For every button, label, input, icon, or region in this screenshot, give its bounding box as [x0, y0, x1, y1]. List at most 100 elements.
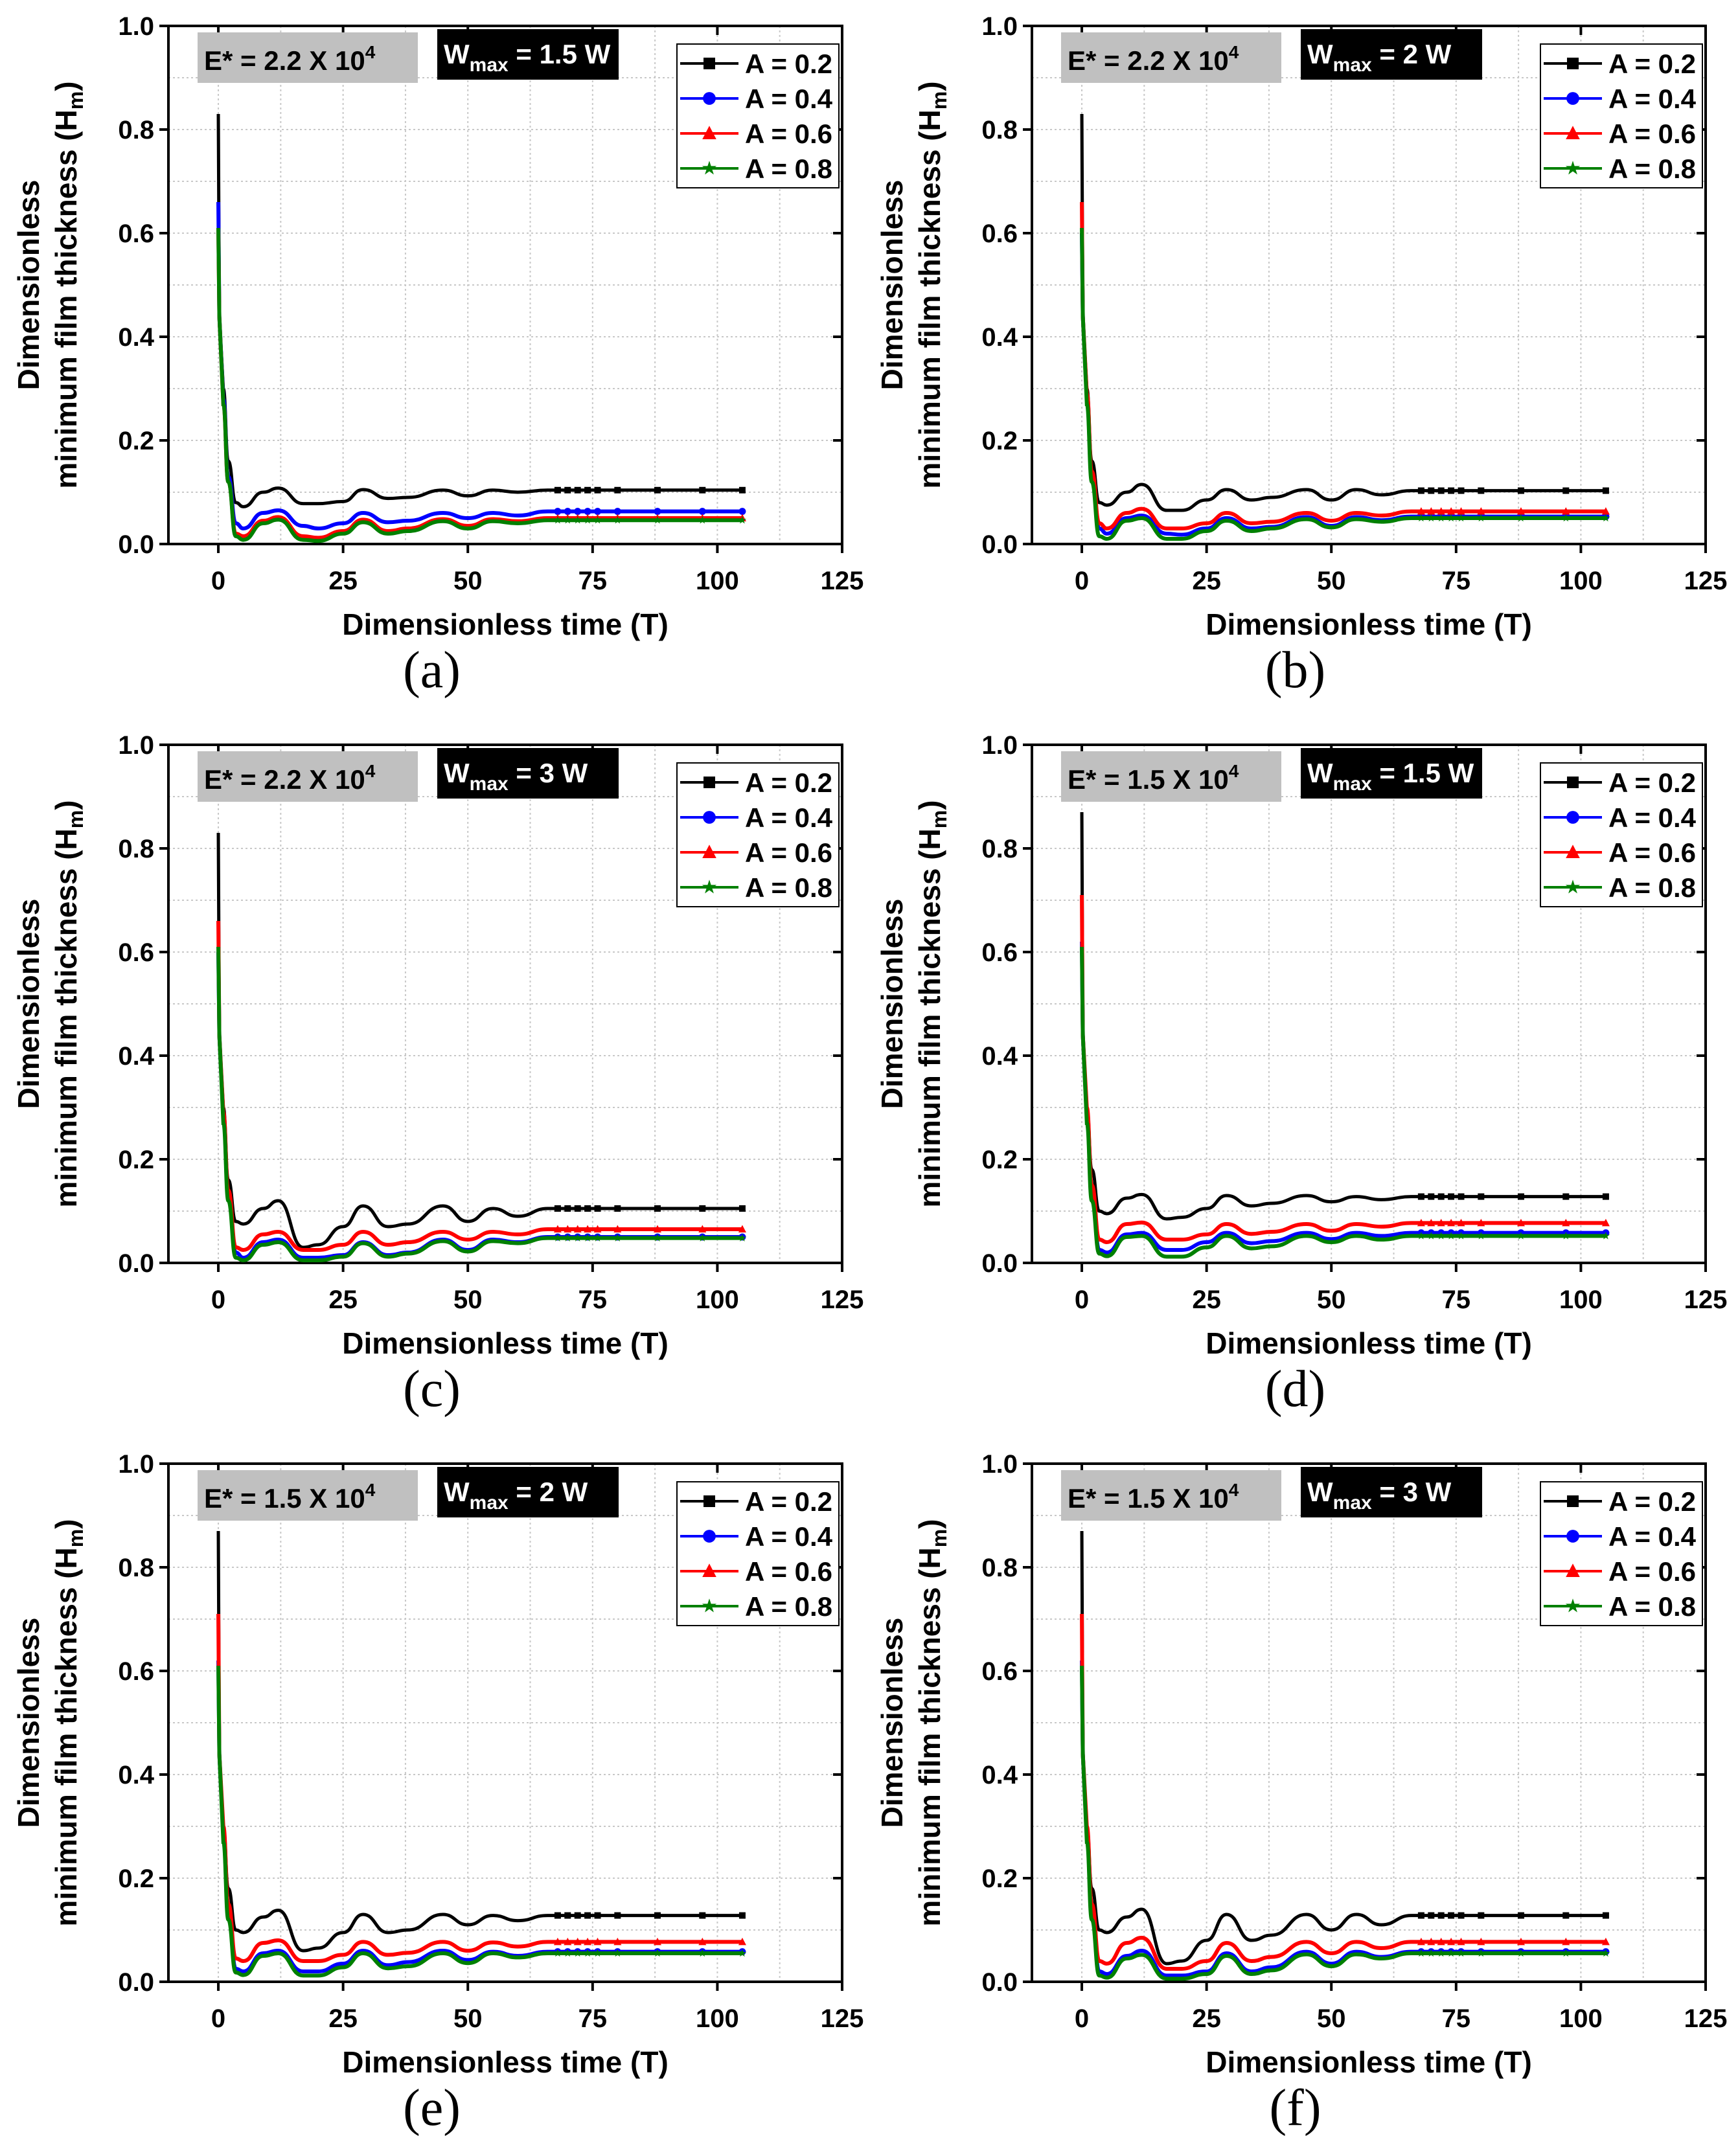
data-point-marker — [614, 1205, 621, 1212]
data-point-marker — [1457, 514, 1465, 522]
x-tick-label: 50 — [1317, 2004, 1346, 2033]
series-line — [216, 113, 742, 508]
data-point-marker — [554, 508, 562, 516]
x-tick-label: 125 — [1684, 1286, 1727, 1314]
w-max-rest: = 3 W — [1372, 1477, 1452, 1507]
chart-svg-b: 0.0 0.2 0.4 0.6 0.8 1.0 0 25 50 75 100 125 Dimension… — [875, 12, 1727, 641]
data-point-marker — [553, 516, 562, 524]
y-axis-label-text: minimum film thickness (H — [913, 109, 946, 488]
data-point-marker — [738, 1225, 746, 1232]
series-line — [216, 1660, 742, 1974]
w-max-label: Wmax = 2 W — [444, 1477, 588, 1514]
legend: A = 0.2 A = 0.4 A = 0.6 A = 0.8 — [676, 762, 840, 907]
data-point-marker — [593, 1937, 602, 1946]
data-point-marker — [1457, 1937, 1465, 1946]
w-max-label: Wmax = 3 W — [444, 758, 588, 795]
data-point-marker — [699, 1912, 706, 1919]
chart-panel-b: 0.0 0.2 0.4 0.6 0.8 1.0 0 25 50 75 100 125 Dimension… — [864, 0, 1727, 718]
e-star-exponent: 4 — [365, 42, 376, 62]
data-point-marker — [614, 1912, 621, 1919]
legend-label: A = 0.2 — [745, 49, 832, 79]
data-point-marker — [1417, 1937, 1425, 1946]
data-point-marker — [1417, 1218, 1425, 1227]
data-point-marker — [1562, 1937, 1570, 1946]
x-tick-label: 0 — [1075, 567, 1089, 595]
data-point-marker — [738, 1949, 747, 1957]
x-tick-label: 25 — [328, 2004, 358, 2033]
x-tick-label: 25 — [328, 567, 358, 595]
y-axis-label-sub: m — [64, 810, 87, 828]
e-star-label: E* = 2.2 X 104 — [204, 42, 376, 76]
series-line — [1080, 1613, 1606, 1971]
data-point-marker — [738, 1937, 746, 1946]
data-point-marker — [1427, 1949, 1435, 1957]
x-axis-label: Dimensionless time (T) — [1206, 607, 1532, 641]
data-point-marker — [564, 1205, 571, 1212]
series-line — [216, 201, 742, 531]
x-tick-label: 25 — [1192, 567, 1221, 595]
data-point-marker — [654, 1205, 661, 1212]
e-star-text: E* = 1.5 X 10 — [1068, 764, 1229, 795]
data-point-marker — [614, 486, 621, 494]
data-point-marker — [1478, 1912, 1485, 1919]
data-point-marker — [613, 1949, 622, 1957]
data-point-marker — [553, 1234, 562, 1242]
data-point-marker — [1437, 1193, 1445, 1200]
e-star-exponent: 4 — [365, 1480, 376, 1500]
chart-panel-e: 0.0 0.2 0.4 0.6 0.8 1.0 0 25 50 75 100 125 Dimension… — [0, 1438, 864, 2156]
plot-frame — [167, 25, 843, 545]
data-point-marker — [613, 1937, 622, 1946]
legend-label: A = 0.2 — [1608, 49, 1696, 79]
plot-frame — [1031, 1462, 1707, 1983]
data-point-marker — [593, 1225, 602, 1232]
data-point-marker — [574, 508, 582, 516]
data-point-marker — [1457, 1949, 1465, 1957]
legend-label: A = 0.8 — [1608, 1591, 1696, 1622]
data-point-marker — [583, 1234, 592, 1242]
series-line — [216, 951, 742, 1260]
data-point-marker — [594, 1912, 601, 1919]
data-point-marker — [1428, 1912, 1435, 1919]
data-point-marker — [1437, 1231, 1445, 1240]
data-point-marker — [653, 516, 662, 524]
data-point-marker — [1516, 1218, 1525, 1227]
data-point-marker — [1562, 1912, 1570, 1919]
w-max-label: Wmax = 2 W — [1307, 39, 1452, 76]
legend-label: A = 0.2 — [745, 1486, 832, 1517]
y-axis-label-sub: m — [928, 810, 951, 828]
w-max-sub: max — [470, 773, 509, 795]
series-line — [1080, 201, 1606, 531]
y-axis-label-line2: minimum film thickness (Hm) — [913, 1519, 951, 1926]
data-point-marker — [1448, 1193, 1455, 1200]
data-point-marker — [1478, 487, 1485, 494]
data-point-marker — [1417, 1949, 1426, 1957]
x-tick-label: 75 — [1442, 1286, 1471, 1314]
w-max-rest: = 2 W — [509, 1477, 588, 1507]
data-point-marker — [594, 508, 602, 516]
legend-label: A = 0.6 — [745, 1556, 832, 1587]
w-max-rest: = 3 W — [509, 758, 588, 788]
legend-marker-square — [703, 777, 715, 788]
chart-svg-c: 0.0 0.2 0.4 0.6 0.8 1.0 0 25 50 75 100 125 Dimension… — [12, 731, 864, 1360]
data-point-marker — [653, 1937, 661, 1946]
data-point-marker — [1417, 1912, 1424, 1919]
series-a-0-6 — [216, 920, 746, 1253]
data-point-marker — [1477, 1231, 1485, 1240]
data-point-marker — [653, 1234, 662, 1242]
data-point-marker — [1517, 1193, 1524, 1200]
x-tick-label: 50 — [1317, 1286, 1346, 1314]
legend-marker-circle — [1566, 92, 1579, 105]
data-point-marker — [584, 508, 591, 516]
x-tick-label: 125 — [821, 567, 864, 595]
data-point-marker — [1437, 1937, 1445, 1946]
legend-label: A = 0.2 — [1608, 767, 1696, 798]
data-point-marker — [573, 1225, 582, 1232]
y-axis-label-end: ) — [49, 800, 83, 810]
y-axis-label-text: minimum film thickness (H — [913, 828, 946, 1207]
data-point-marker — [564, 1912, 571, 1919]
y-tick-label: 0.4 — [981, 1761, 1018, 1789]
y-axis-label-sub: m — [928, 91, 951, 109]
series-line — [1080, 941, 1606, 1255]
w-max-main: W — [1307, 758, 1333, 788]
data-point-marker — [653, 1225, 661, 1232]
